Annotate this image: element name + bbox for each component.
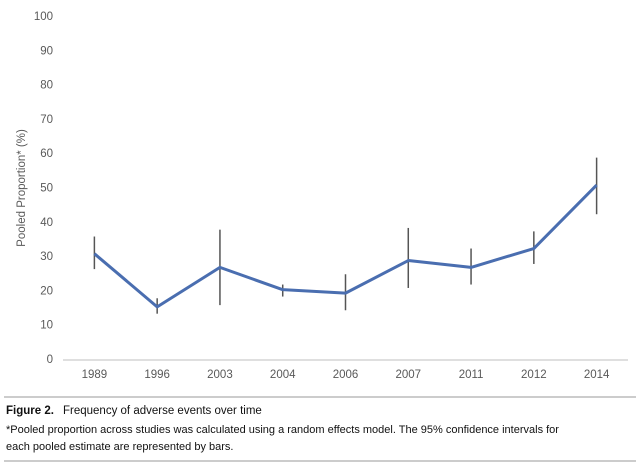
caption-note: each pooled estimate are represented by … xyxy=(6,441,233,453)
y-tick-label: 60 xyxy=(40,148,53,160)
x-tick-label: 1996 xyxy=(144,369,170,381)
x-tick-label: 2014 xyxy=(584,369,610,381)
y-tick-label: 40 xyxy=(40,217,53,229)
y-tick-label: 90 xyxy=(40,45,53,57)
x-tick-label: 2012 xyxy=(521,369,547,381)
y-tick-label: 0 xyxy=(47,354,53,366)
x-tick-label: 2007 xyxy=(395,369,421,381)
caption-title: Frequency of adverse events over time xyxy=(63,405,262,417)
x-tick-label: 2006 xyxy=(333,369,359,381)
y-tick-label: 30 xyxy=(40,251,53,263)
y-tick-label: 20 xyxy=(40,285,53,297)
y-axis-label: Pooled Proportion* (%) xyxy=(16,129,28,247)
y-tick-label: 70 xyxy=(40,114,53,126)
x-tick-label: 2004 xyxy=(270,369,296,381)
caption-label: Figure 2. xyxy=(6,405,54,417)
x-tick-label: 2003 xyxy=(207,369,233,381)
x-tick-label: 1989 xyxy=(82,369,108,381)
y-tick-label: 50 xyxy=(40,183,53,195)
x-tick-label: 2011 xyxy=(459,369,484,381)
y-tick-label: 10 xyxy=(40,320,53,332)
line-series xyxy=(93,184,598,309)
y-tick-label: 80 xyxy=(40,80,53,92)
caption-note: *Pooled proportion across studies was ca… xyxy=(6,424,559,436)
y-tick-label: 100 xyxy=(34,11,53,23)
